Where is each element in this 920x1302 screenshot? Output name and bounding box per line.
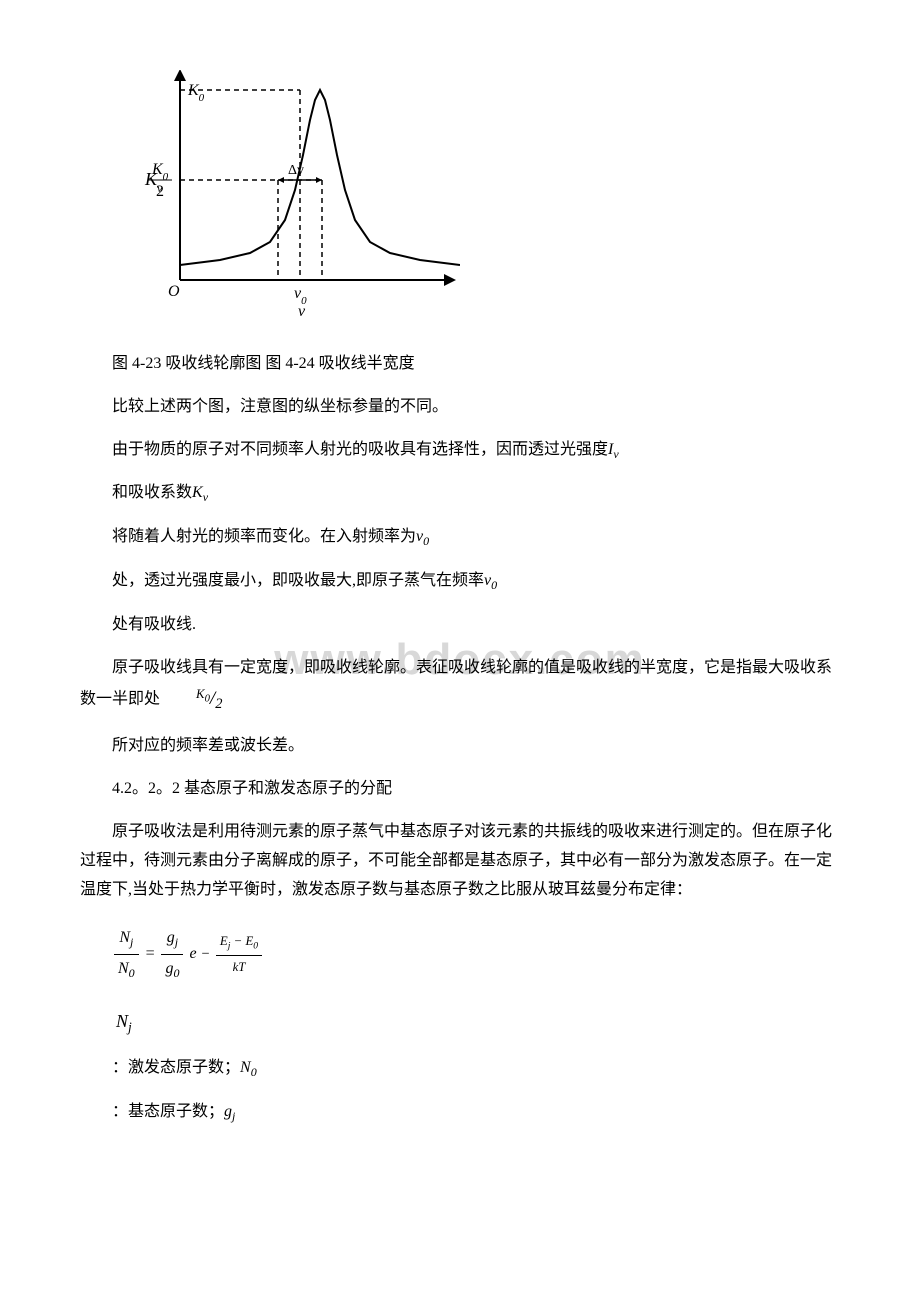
delta-v-label: Δv: [288, 163, 304, 178]
text-segment: 由于物质的原子对不同频率人射光的吸收具有选择性，因而透过光强度: [112, 441, 608, 458]
symbol-Iv: Iν: [608, 441, 619, 458]
definition-N0: ：基态原子数；gj: [112, 1098, 840, 1128]
delta-v-arrow-right: [316, 177, 322, 183]
symbol-v0-2: v0: [484, 572, 497, 589]
text-segment: ：激发态原子数；: [112, 1059, 240, 1076]
paragraph-min-intensity: 处，透过光强度最小，即吸收最大,即原子蒸气在频率v0: [80, 567, 840, 597]
section-heading: 4.2。2。2 基态原子和激发态原子的分配: [80, 775, 840, 804]
frac-gj-g0: gj g0: [161, 924, 183, 985]
absorption-curve: [180, 90, 460, 265]
text-segment: ：基态原子数；: [112, 1103, 224, 1120]
symbol-v0-1: v0: [416, 528, 429, 545]
k0-label: K0: [187, 82, 205, 104]
absorption-line-figure: Kv K0 K0 2 Δv O v0 v: [140, 70, 840, 330]
paragraph-boltzmann: 原子吸收法是利用待测元素的原子蒸气中基态原子对该元素的共振线的吸收来进行测定的。…: [80, 818, 840, 904]
symbol-Nj-standalone: Nj: [116, 1005, 840, 1040]
symbol-Kv: Kν: [192, 484, 208, 501]
equals-sign: =: [145, 945, 156, 962]
paragraph-has-line: 处有吸收线.: [80, 611, 840, 640]
text-segment: 和吸收系数: [112, 484, 192, 501]
text-segment: 处，透过光强度最小，即吸收最大,即原子蒸气在频率: [112, 572, 484, 589]
boltzmann-formula: Nj N0 = gj g0 e − Ej − E0 kT: [112, 924, 840, 985]
definition-Nj: ：激发态原子数；N0: [112, 1054, 840, 1084]
symbol-N0: N0: [240, 1059, 257, 1076]
chart-svg: Kv K0 K0 2 Δv O v0 v: [140, 70, 460, 330]
x-axis-label: v: [298, 303, 306, 320]
delta-v-arrow-left: [278, 177, 284, 183]
text-segment: 将随着人射光的频率而变化。在入射频率为: [112, 528, 416, 545]
symbol-e: e: [189, 945, 196, 962]
symbol-K0-half: K0/2: [164, 682, 222, 718]
paragraph-freq-diff: 所对应的频率差或波长差。: [80, 732, 840, 761]
frac-exponent: Ej − E0 kT: [216, 930, 262, 979]
figure-caption: 图 4-23 吸收线轮廓图 图 4-24 吸收线半宽度: [80, 350, 840, 379]
origin-label: O: [168, 283, 180, 300]
paragraph-selectivity: 由于物质的原子对不同频率人射光的吸收具有选择性，因而透过光强度Iν: [80, 436, 840, 466]
paragraph-freq-change: 将随着人射光的频率而变化。在入射频率为v0: [80, 523, 840, 553]
k0-half-denom: 2: [156, 183, 164, 200]
paragraph-absorption-coef: 和吸收系数Kν: [80, 479, 840, 509]
paragraph-compare: 比较上述两个图，注意图的纵坐标参量的不同。: [80, 393, 840, 422]
paragraph-halfwidth: 原子吸收线具有一定宽度，即吸收线轮廓。表征吸收线轮廓的值是吸收线的半宽度，它是指…: [80, 654, 840, 719]
frac-Nj-N0: Nj N0: [114, 924, 139, 985]
symbol-gj: gj: [224, 1103, 235, 1120]
